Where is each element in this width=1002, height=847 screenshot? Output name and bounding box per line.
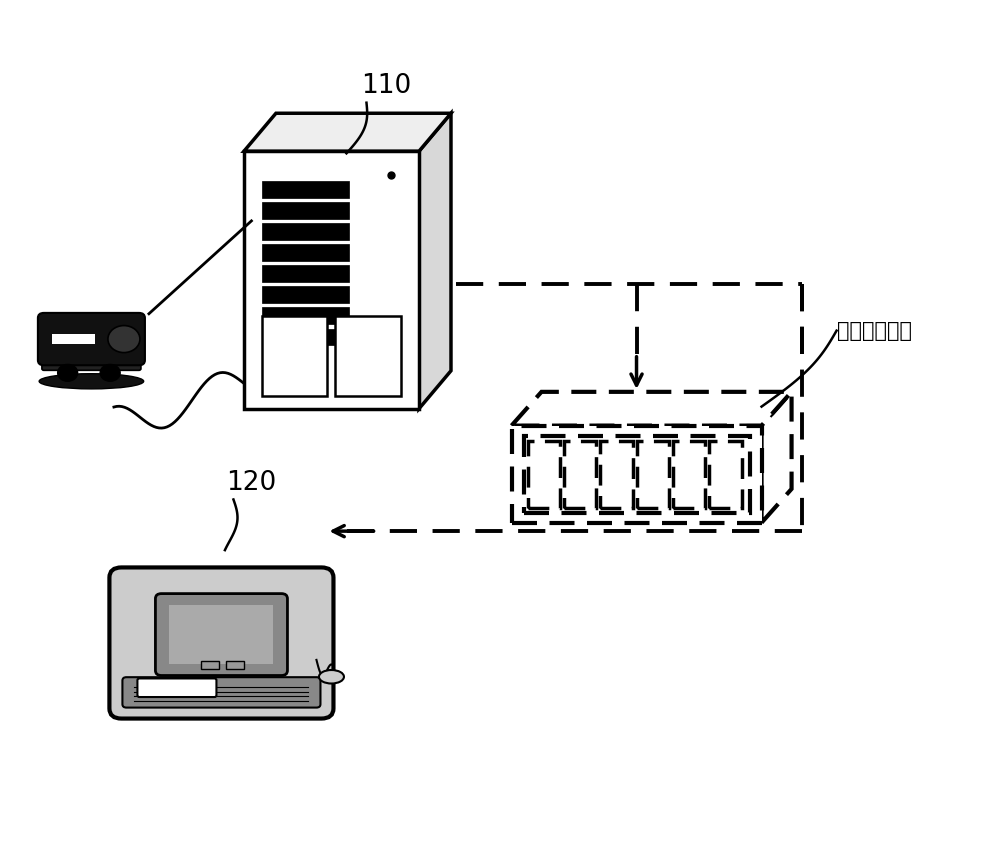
Circle shape	[100, 364, 120, 381]
Bar	[201, 661, 219, 669]
Bar	[262, 307, 349, 324]
Bar	[262, 202, 349, 219]
Bar	[636, 440, 668, 507]
FancyBboxPatch shape	[137, 678, 216, 697]
FancyBboxPatch shape	[122, 678, 321, 707]
Bar	[243, 152, 419, 409]
Text: 110: 110	[361, 73, 411, 99]
Bar	[599, 440, 632, 507]
Text: 机器学习模型: 机器学习模型	[836, 321, 911, 340]
FancyBboxPatch shape	[155, 594, 288, 676]
Bar	[262, 265, 349, 282]
Bar	[523, 435, 748, 512]
Bar	[335, 316, 401, 396]
Bar	[527, 440, 559, 507]
Ellipse shape	[39, 374, 143, 389]
Bar	[262, 286, 349, 303]
Ellipse shape	[319, 670, 344, 684]
Bar	[511, 425, 761, 523]
Bar	[262, 223, 349, 240]
Bar	[262, 316, 327, 396]
Bar	[262, 244, 349, 261]
FancyBboxPatch shape	[109, 567, 333, 718]
FancyBboxPatch shape	[38, 313, 144, 365]
Bar	[262, 329, 349, 346]
Bar	[563, 440, 595, 507]
Bar	[226, 661, 244, 669]
Bar	[708, 440, 740, 507]
Circle shape	[57, 364, 77, 381]
Polygon shape	[243, 113, 451, 152]
Bar	[262, 180, 349, 197]
FancyBboxPatch shape	[42, 358, 140, 370]
Text: 120: 120	[226, 469, 277, 495]
Polygon shape	[511, 392, 791, 425]
Bar	[169, 606, 274, 664]
Circle shape	[108, 325, 140, 352]
Polygon shape	[761, 392, 791, 523]
Bar	[52, 334, 94, 344]
Polygon shape	[419, 113, 451, 409]
Bar	[672, 440, 704, 507]
